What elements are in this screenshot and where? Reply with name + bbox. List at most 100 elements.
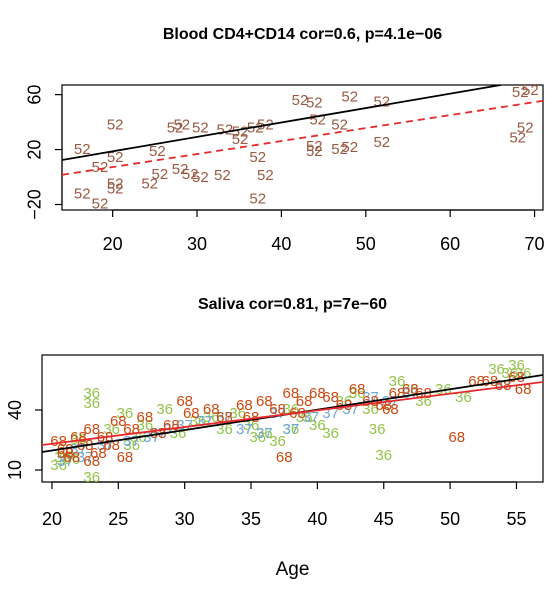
point-label: 36: [349, 385, 366, 402]
x-tick-label: 40: [271, 234, 291, 254]
point-label: 36: [83, 469, 100, 486]
point-label: 52: [173, 116, 190, 133]
point-label: 68: [137, 409, 154, 426]
x-tick-label: 60: [440, 234, 460, 254]
x-tick-label: 70: [525, 234, 545, 254]
chart-title: Blood CD4+CD14 cor=0.6, p=4.1e−06: [163, 26, 442, 43]
point-label: 36: [269, 433, 286, 450]
point-label: 37: [256, 425, 273, 442]
point-label: 52: [92, 195, 109, 212]
point-label: 52: [509, 129, 526, 146]
point-label: 36: [501, 365, 518, 382]
point-label: 52: [232, 131, 249, 148]
point-label: 68: [322, 389, 339, 406]
point-label: 52: [192, 169, 209, 186]
point-label: 52: [217, 121, 234, 138]
chart-title: Saliva cor=0.81, p=7e−60: [198, 296, 387, 313]
point-label: 37: [236, 421, 253, 438]
point-label: 52: [249, 149, 266, 166]
point-label: 52: [192, 119, 209, 136]
point-label: 52: [373, 134, 390, 151]
point-label: 52: [331, 141, 348, 158]
y-tick-label: 20: [25, 140, 45, 160]
point-label: 68: [117, 449, 134, 466]
point-label: 68: [448, 429, 465, 446]
y-tick-label: −20: [25, 189, 45, 220]
x-tick-label: 45: [374, 509, 394, 529]
point-label: 52: [331, 116, 348, 133]
point-label: 36: [57, 441, 74, 458]
point-label: 68: [382, 401, 399, 418]
point-label: 68: [90, 445, 107, 462]
point-label: 52: [512, 84, 529, 101]
point-label: 52: [309, 111, 326, 128]
point-label: 68: [482, 373, 499, 390]
point-label: 52: [341, 139, 358, 156]
fit-line: [42, 381, 543, 446]
point-label: 52: [373, 94, 390, 111]
points: 3636363636363636363636363636363636363636…: [50, 357, 531, 486]
point-label: 68: [57, 441, 74, 458]
point-label: 52: [167, 119, 184, 136]
x-tick-label: 50: [440, 509, 460, 529]
x-tick-label: 20: [42, 509, 62, 529]
point-label: 36: [70, 431, 87, 448]
point-label: 36: [103, 421, 120, 438]
x-tick-label: 30: [175, 509, 195, 529]
point-label: 36: [54, 449, 71, 466]
point-label: 36: [249, 429, 266, 446]
point-label: 52: [141, 176, 158, 193]
point-label: 68: [203, 401, 220, 418]
x-axis-label: Age: [276, 559, 310, 580]
point-label: 68: [256, 393, 273, 410]
point-label: 68: [402, 381, 419, 398]
x-tick-label: 40: [307, 509, 327, 529]
point-label: 68: [110, 413, 127, 430]
point-label: 52: [152, 166, 169, 183]
point-label: 36: [137, 417, 154, 434]
point-label: 36: [117, 405, 134, 422]
point-label: 52: [107, 176, 124, 193]
point-label: 36: [123, 437, 140, 454]
point-label: 68: [282, 385, 299, 402]
point-label: 52: [522, 82, 539, 99]
point-label: 36: [322, 425, 339, 442]
point-label: 68: [236, 397, 253, 414]
point-label: 36: [156, 401, 173, 418]
point-label: 36: [369, 421, 386, 438]
point-label: 37: [77, 449, 94, 466]
point-label: 68: [296, 393, 313, 410]
point-label: 52: [74, 186, 91, 203]
point-label: 52: [306, 138, 323, 155]
x-tick-label: 50: [356, 234, 376, 254]
point-label: 52: [517, 119, 534, 136]
point-label: 36: [229, 405, 246, 422]
point-label: 36: [83, 395, 100, 412]
point-label: 37: [269, 405, 286, 422]
x-tick-label: 30: [187, 234, 207, 254]
point-label: 36: [362, 401, 379, 418]
y-tick-label: 40: [5, 400, 25, 420]
point-label: 68: [64, 449, 81, 466]
point-label: 68: [50, 433, 67, 450]
x-tick-label: 20: [103, 234, 123, 254]
point-label: 36: [50, 457, 67, 474]
fit-line: [62, 85, 501, 161]
point-label: 68: [276, 449, 293, 466]
point-label: 52: [341, 89, 358, 106]
x-tick-label: 55: [506, 509, 526, 529]
point-label: 36: [64, 451, 81, 468]
point-label: 52: [107, 181, 124, 198]
point-label: 37: [282, 421, 299, 438]
point-label: 36: [282, 421, 299, 438]
y-tick-label: 60: [25, 85, 45, 105]
point-label: 36: [488, 361, 505, 378]
point-label: 52: [149, 143, 166, 160]
point-label: 36: [389, 373, 406, 390]
point-label: 68: [83, 421, 100, 438]
point-label: 52: [92, 159, 109, 176]
point-label: 68: [269, 401, 286, 418]
point-label: 68: [508, 369, 525, 386]
